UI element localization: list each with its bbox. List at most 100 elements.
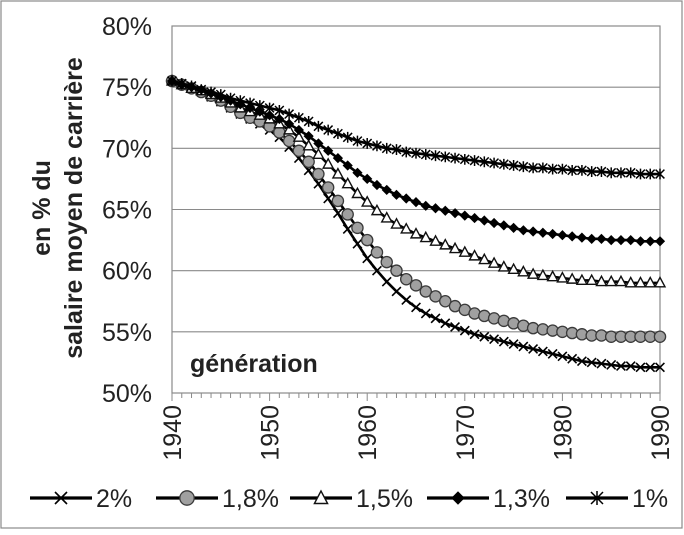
axis-layer: 50% 55% 60% 65% 70% 75% 80% 1940 1950 1960 1970 198…: [102, 13, 675, 461]
data-point: [282, 123, 296, 135]
data-point: [498, 158, 509, 170]
data-point: [645, 362, 656, 373]
data-point: [528, 226, 539, 237]
data-point: [303, 116, 314, 127]
data-point: [498, 336, 509, 347]
data-point: [546, 269, 559, 282]
data-point: [459, 325, 470, 336]
data-point: [399, 272, 413, 286]
data-point: [498, 220, 509, 231]
data-point: [478, 252, 491, 265]
data-point: [273, 126, 286, 139]
legend-item: 1,3%: [427, 485, 550, 513]
data-point: [264, 102, 275, 114]
data-point: [352, 238, 363, 249]
data-point: [332, 128, 343, 140]
data-point: [341, 176, 354, 189]
data-point: [469, 329, 480, 340]
data-point: [468, 249, 481, 261]
data-point: [547, 228, 558, 240]
data-point: [616, 167, 626, 179]
data-point: [391, 144, 402, 155]
data-point: [606, 234, 617, 246]
data-point: [430, 150, 441, 162]
data-point: [518, 225, 529, 236]
data-point: [487, 256, 501, 268]
legend-item: 2%: [30, 485, 132, 513]
x-tick-label: 1940: [159, 405, 187, 461]
data-point: [635, 236, 646, 247]
data-point: [605, 274, 618, 287]
y-tick-label: 75%: [102, 74, 152, 102]
data-point: [361, 195, 374, 207]
data-point: [557, 163, 568, 175]
x-tick-label: 1980: [549, 405, 577, 461]
data-point: [606, 167, 617, 179]
data-point: [576, 356, 587, 367]
data-point: [390, 217, 403, 229]
x-axis-label: génération: [190, 350, 318, 378]
data-point: [567, 353, 578, 364]
data-point: [323, 193, 334, 204]
legend-marker: [590, 491, 604, 505]
data-point: [645, 236, 656, 247]
legend-marker: [451, 491, 465, 505]
data-point: [448, 241, 462, 254]
data-point: [556, 271, 569, 283]
data-point: [313, 178, 324, 189]
data-point: [235, 95, 246, 107]
data-point: [401, 146, 412, 158]
data-point: [567, 231, 578, 242]
data-point: [576, 232, 588, 243]
data-point: [479, 156, 490, 168]
data-point: [293, 124, 304, 136]
data-point: [596, 166, 607, 177]
legend-marker: [313, 489, 329, 505]
data-point: [176, 78, 187, 89]
data-point: [459, 153, 470, 165]
data-point: [245, 97, 256, 109]
data-point: [645, 168, 656, 180]
data-point: [439, 294, 452, 308]
data-point: [370, 203, 384, 216]
data-point: [390, 264, 403, 277]
data-point: [362, 253, 373, 264]
legend-item: 1%: [566, 485, 668, 513]
data-point: [420, 308, 431, 319]
series-layer: [165, 74, 667, 373]
data-point: [331, 167, 345, 179]
data-point: [655, 168, 665, 180]
data-point: [537, 227, 548, 238]
data-point: [635, 362, 646, 373]
data-point: [381, 276, 392, 287]
data-point: [342, 160, 353, 171]
legend-item: 1,5%: [290, 485, 413, 513]
data-point: [331, 194, 345, 208]
legend-label: 1,8%: [222, 485, 279, 513]
data-point: [614, 274, 628, 287]
legend-label: 2%: [96, 485, 132, 513]
y-tick-label: 70%: [102, 135, 152, 163]
data-point: [615, 361, 626, 372]
data-point: [507, 262, 520, 275]
data-point: [458, 245, 471, 257]
x-tick-label: 1950: [257, 405, 285, 461]
data-point: [528, 162, 539, 174]
y-tick-label: 65%: [102, 197, 152, 225]
legend-marker: [179, 490, 195, 506]
data-point: [371, 265, 382, 276]
data-point: [380, 211, 393, 223]
data-point: [557, 230, 568, 241]
data-point: [497, 260, 511, 272]
data-point: [167, 75, 177, 87]
data-point: [479, 215, 490, 226]
data-point: [429, 290, 442, 303]
data-point: [644, 276, 657, 288]
legend-label: 1%: [632, 485, 668, 513]
data-point: [323, 145, 334, 156]
data-point: [459, 210, 470, 221]
data-point: [380, 255, 393, 269]
y-tick-label: 55%: [102, 319, 152, 347]
data-point: [225, 92, 236, 104]
data-point: [321, 181, 335, 194]
